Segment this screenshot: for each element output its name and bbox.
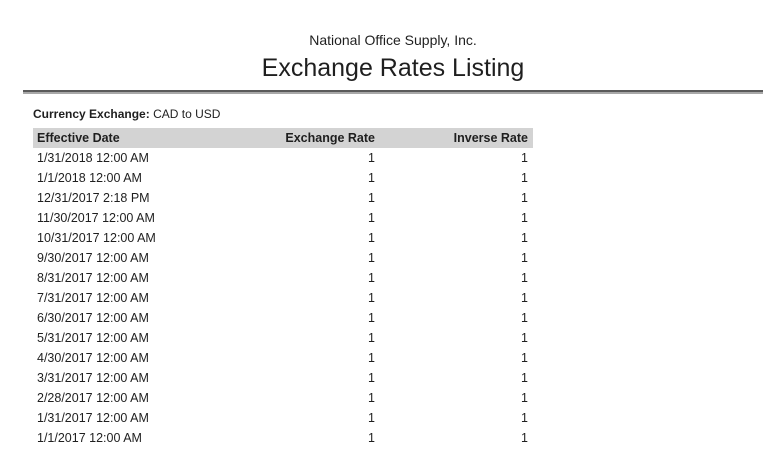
cell-effective-date: 6/30/2017 12:00 AM <box>37 311 149 325</box>
cell-inverse-rate: 1 <box>521 151 528 165</box>
cell-effective-date: 1/1/2017 12:00 AM <box>37 431 142 445</box>
cell-exchange-rate: 1 <box>368 331 375 345</box>
table-row: 5/31/2017 12:00 AM 1 1 <box>33 328 533 348</box>
cell-inverse-rate: 1 <box>521 331 528 345</box>
table-row: 3/31/2017 12:00 AM 1 1 <box>33 368 533 388</box>
cell-exchange-rate: 1 <box>368 351 375 365</box>
cell-inverse-rate: 1 <box>521 251 528 265</box>
table-header-row: Effective Date Exchange Rate Inverse Rate <box>33 128 533 148</box>
cell-effective-date: 9/30/2017 12:00 AM <box>37 251 149 265</box>
cell-inverse-rate: 1 <box>521 371 528 385</box>
table-row: 1/31/2017 12:00 AM 1 1 <box>33 408 533 428</box>
cell-exchange-rate: 1 <box>368 411 375 425</box>
cell-inverse-rate: 1 <box>521 171 528 185</box>
cell-effective-date: 5/31/2017 12:00 AM <box>37 331 149 345</box>
cell-inverse-rate: 1 <box>521 411 528 425</box>
column-header-effective-date: Effective Date <box>33 128 233 148</box>
report-content: National Office Supply, Inc. Exchange Ra… <box>23 0 763 448</box>
header-divider-rule <box>23 90 763 94</box>
table-row: 10/31/2017 12:00 AM 1 1 <box>33 228 533 248</box>
table-row: 2/28/2017 12:00 AM 1 1 <box>33 388 533 408</box>
currency-exchange-label: Currency Exchange: <box>33 107 150 121</box>
cell-effective-date: 1/1/2018 12:00 AM <box>37 171 142 185</box>
exchange-rates-table: Effective Date Exchange Rate Inverse Rate … <box>33 128 533 448</box>
column-header-exchange-rate: Exchange Rate <box>233 128 380 148</box>
cell-effective-date: 1/31/2018 12:00 AM <box>37 151 149 165</box>
cell-effective-date: 7/31/2017 12:00 AM <box>37 291 149 305</box>
cell-exchange-rate: 1 <box>368 151 375 165</box>
cell-effective-date: 10/31/2017 12:00 AM <box>37 231 156 245</box>
table-row: 11/30/2017 12:00 AM 1 1 <box>33 208 533 228</box>
report-title: Exchange Rates Listing <box>261 54 525 82</box>
table-row: 8/31/2017 12:00 AM 1 1 <box>33 268 533 288</box>
table-body: 1/31/2018 12:00 AM 1 1 1/1/2018 12:00 AM 1 1 1… <box>33 148 533 448</box>
cell-exchange-rate: 1 <box>368 271 375 285</box>
cell-inverse-rate: 1 <box>521 271 528 285</box>
cell-effective-date: 3/31/2017 12:00 AM <box>37 371 149 385</box>
cell-effective-date: 11/30/2017 12:00 AM <box>37 211 155 225</box>
cell-effective-date: 2/28/2017 12:00 AM <box>37 391 149 405</box>
company-name: National Office Supply, Inc. <box>309 32 477 48</box>
cell-effective-date: 8/31/2017 12:00 AM <box>37 271 149 285</box>
table-row: 1/31/2018 12:00 AM 1 1 <box>33 148 533 168</box>
cell-effective-date: 12/31/2017 2:18 PM <box>37 191 150 205</box>
cell-effective-date: 1/31/2017 12:00 AM <box>37 411 149 425</box>
cell-inverse-rate: 1 <box>521 351 528 365</box>
table-row: 9/30/2017 12:00 AM 1 1 <box>33 248 533 268</box>
cell-exchange-rate: 1 <box>368 171 375 185</box>
cell-inverse-rate: 1 <box>521 231 528 245</box>
cell-inverse-rate: 1 <box>521 191 528 205</box>
cell-inverse-rate: 1 <box>521 311 528 325</box>
cell-exchange-rate: 1 <box>368 231 375 245</box>
table-row: 12/31/2017 2:18 PM 1 1 <box>33 188 533 208</box>
table-row: 6/30/2017 12:00 AM 1 1 <box>33 308 533 328</box>
table-row: 7/31/2017 12:00 AM 1 1 <box>33 288 533 308</box>
currency-exchange-line: Currency Exchange: CAD to USD <box>33 107 763 121</box>
cell-exchange-rate: 1 <box>368 291 375 305</box>
cell-inverse-rate: 1 <box>521 391 528 405</box>
cell-exchange-rate: 1 <box>368 391 375 405</box>
cell-effective-date: 4/30/2017 12:00 AM <box>37 351 149 365</box>
cell-exchange-rate: 1 <box>368 251 375 265</box>
table-row: 4/30/2017 12:00 AM 1 1 <box>33 348 533 368</box>
cell-inverse-rate: 1 <box>521 211 528 225</box>
cell-exchange-rate: 1 <box>368 311 375 325</box>
cell-inverse-rate: 1 <box>521 291 528 305</box>
column-header-inverse-rate: Inverse Rate <box>380 128 533 148</box>
table-row: 1/1/2018 12:00 AM 1 1 <box>33 168 533 188</box>
cell-exchange-rate: 1 <box>368 431 375 445</box>
cell-exchange-rate: 1 <box>368 191 375 205</box>
cell-exchange-rate: 1 <box>368 211 375 225</box>
cell-inverse-rate: 1 <box>521 431 528 445</box>
currency-exchange-value: CAD to USD <box>153 107 221 121</box>
table-row: 1/1/2017 12:00 AM 1 1 <box>33 428 533 448</box>
cell-exchange-rate: 1 <box>368 371 375 385</box>
